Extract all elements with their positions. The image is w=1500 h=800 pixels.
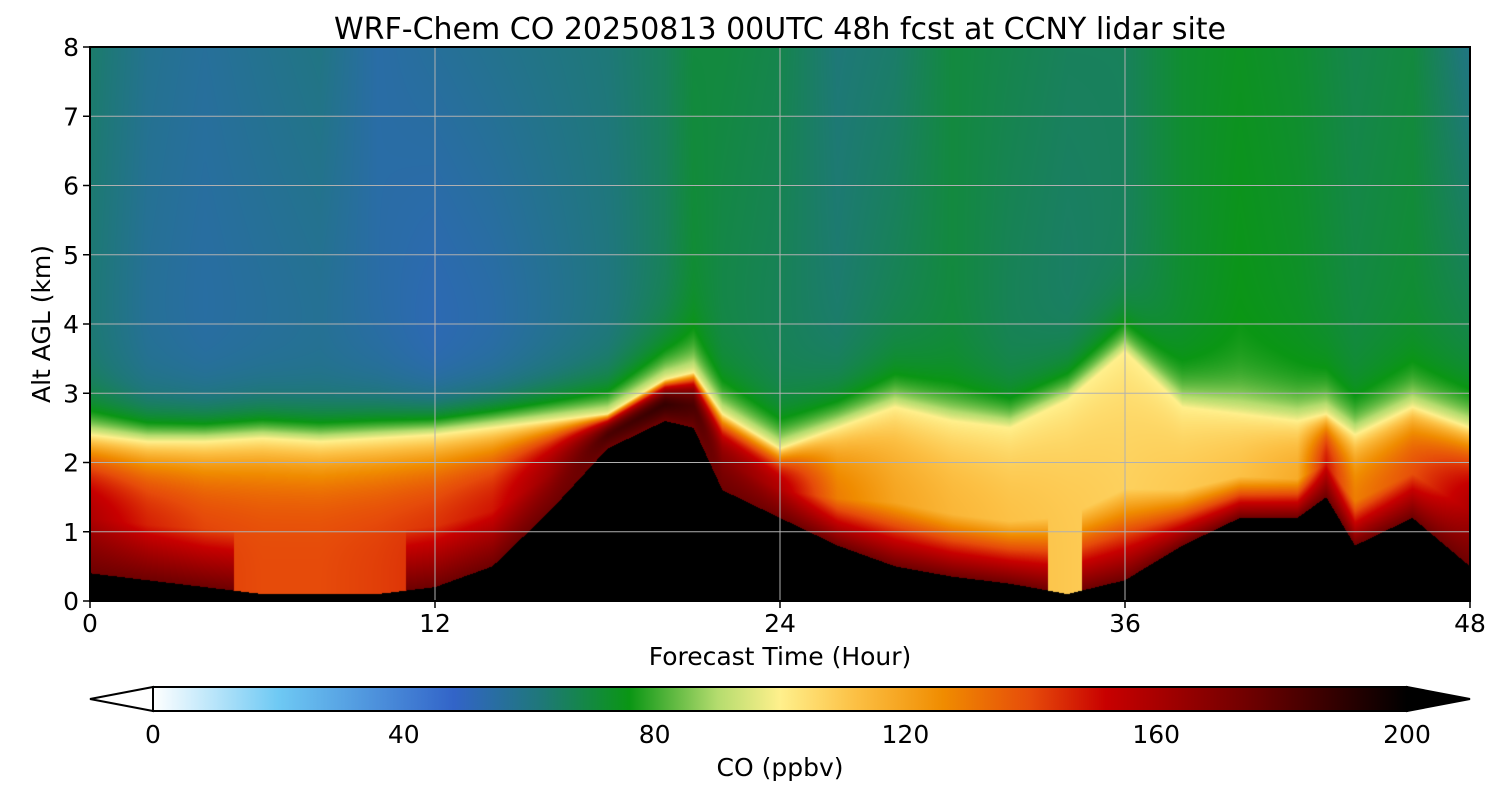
colorbar-tick-label: 120 [882,720,930,749]
colorbar-label: CO (ppbv) [717,753,844,782]
colorbar-tick-label: 40 [388,720,420,749]
x-tick-label: 0 [82,609,98,638]
colorbar-tick-label: 160 [1132,720,1180,749]
y-tick-label: 0 [63,587,79,616]
x-axis-ticks: 0 12 24 36 48 [82,601,1486,638]
y-tick-label: 3 [63,379,79,408]
colorbar: 0 40 80 120 160 200 CO (ppbv) [89,685,1471,782]
y-axis-ticks: 0 1 2 3 4 5 6 7 8 [63,33,90,616]
colorbar-low-extension [89,685,154,713]
y-tick-label: 7 [63,102,79,131]
colorbar-ticks: 0 40 80 120 160 200 [145,720,1431,749]
y-tick-label: 6 [63,172,79,201]
x-tick-label: 12 [419,609,451,638]
y-tick-label: 5 [63,241,79,270]
colorbar-tick-label: 200 [1383,720,1431,749]
x-axis-label: Forecast Time (Hour) [649,642,912,671]
colorbar-tick-label: 80 [639,720,671,749]
chart-title: WRF-Chem CO 20250813 00UTC 48h fcst at C… [334,12,1226,47]
x-tick-label: 36 [1109,609,1141,638]
plot-area [89,46,1471,602]
y-tick-label: 8 [63,33,79,62]
y-axis-label: Alt AGL (km) [27,245,56,403]
y-tick-label: 2 [63,449,79,478]
y-tick-label: 1 [63,518,79,547]
y-tick-label: 4 [63,310,79,339]
x-tick-label: 48 [1454,609,1486,638]
x-tick-label: 24 [764,609,796,638]
colorbar-tick-label: 0 [145,720,161,749]
colorbar-high-extension [1406,685,1471,713]
colorbar-gradient [153,687,1407,711]
